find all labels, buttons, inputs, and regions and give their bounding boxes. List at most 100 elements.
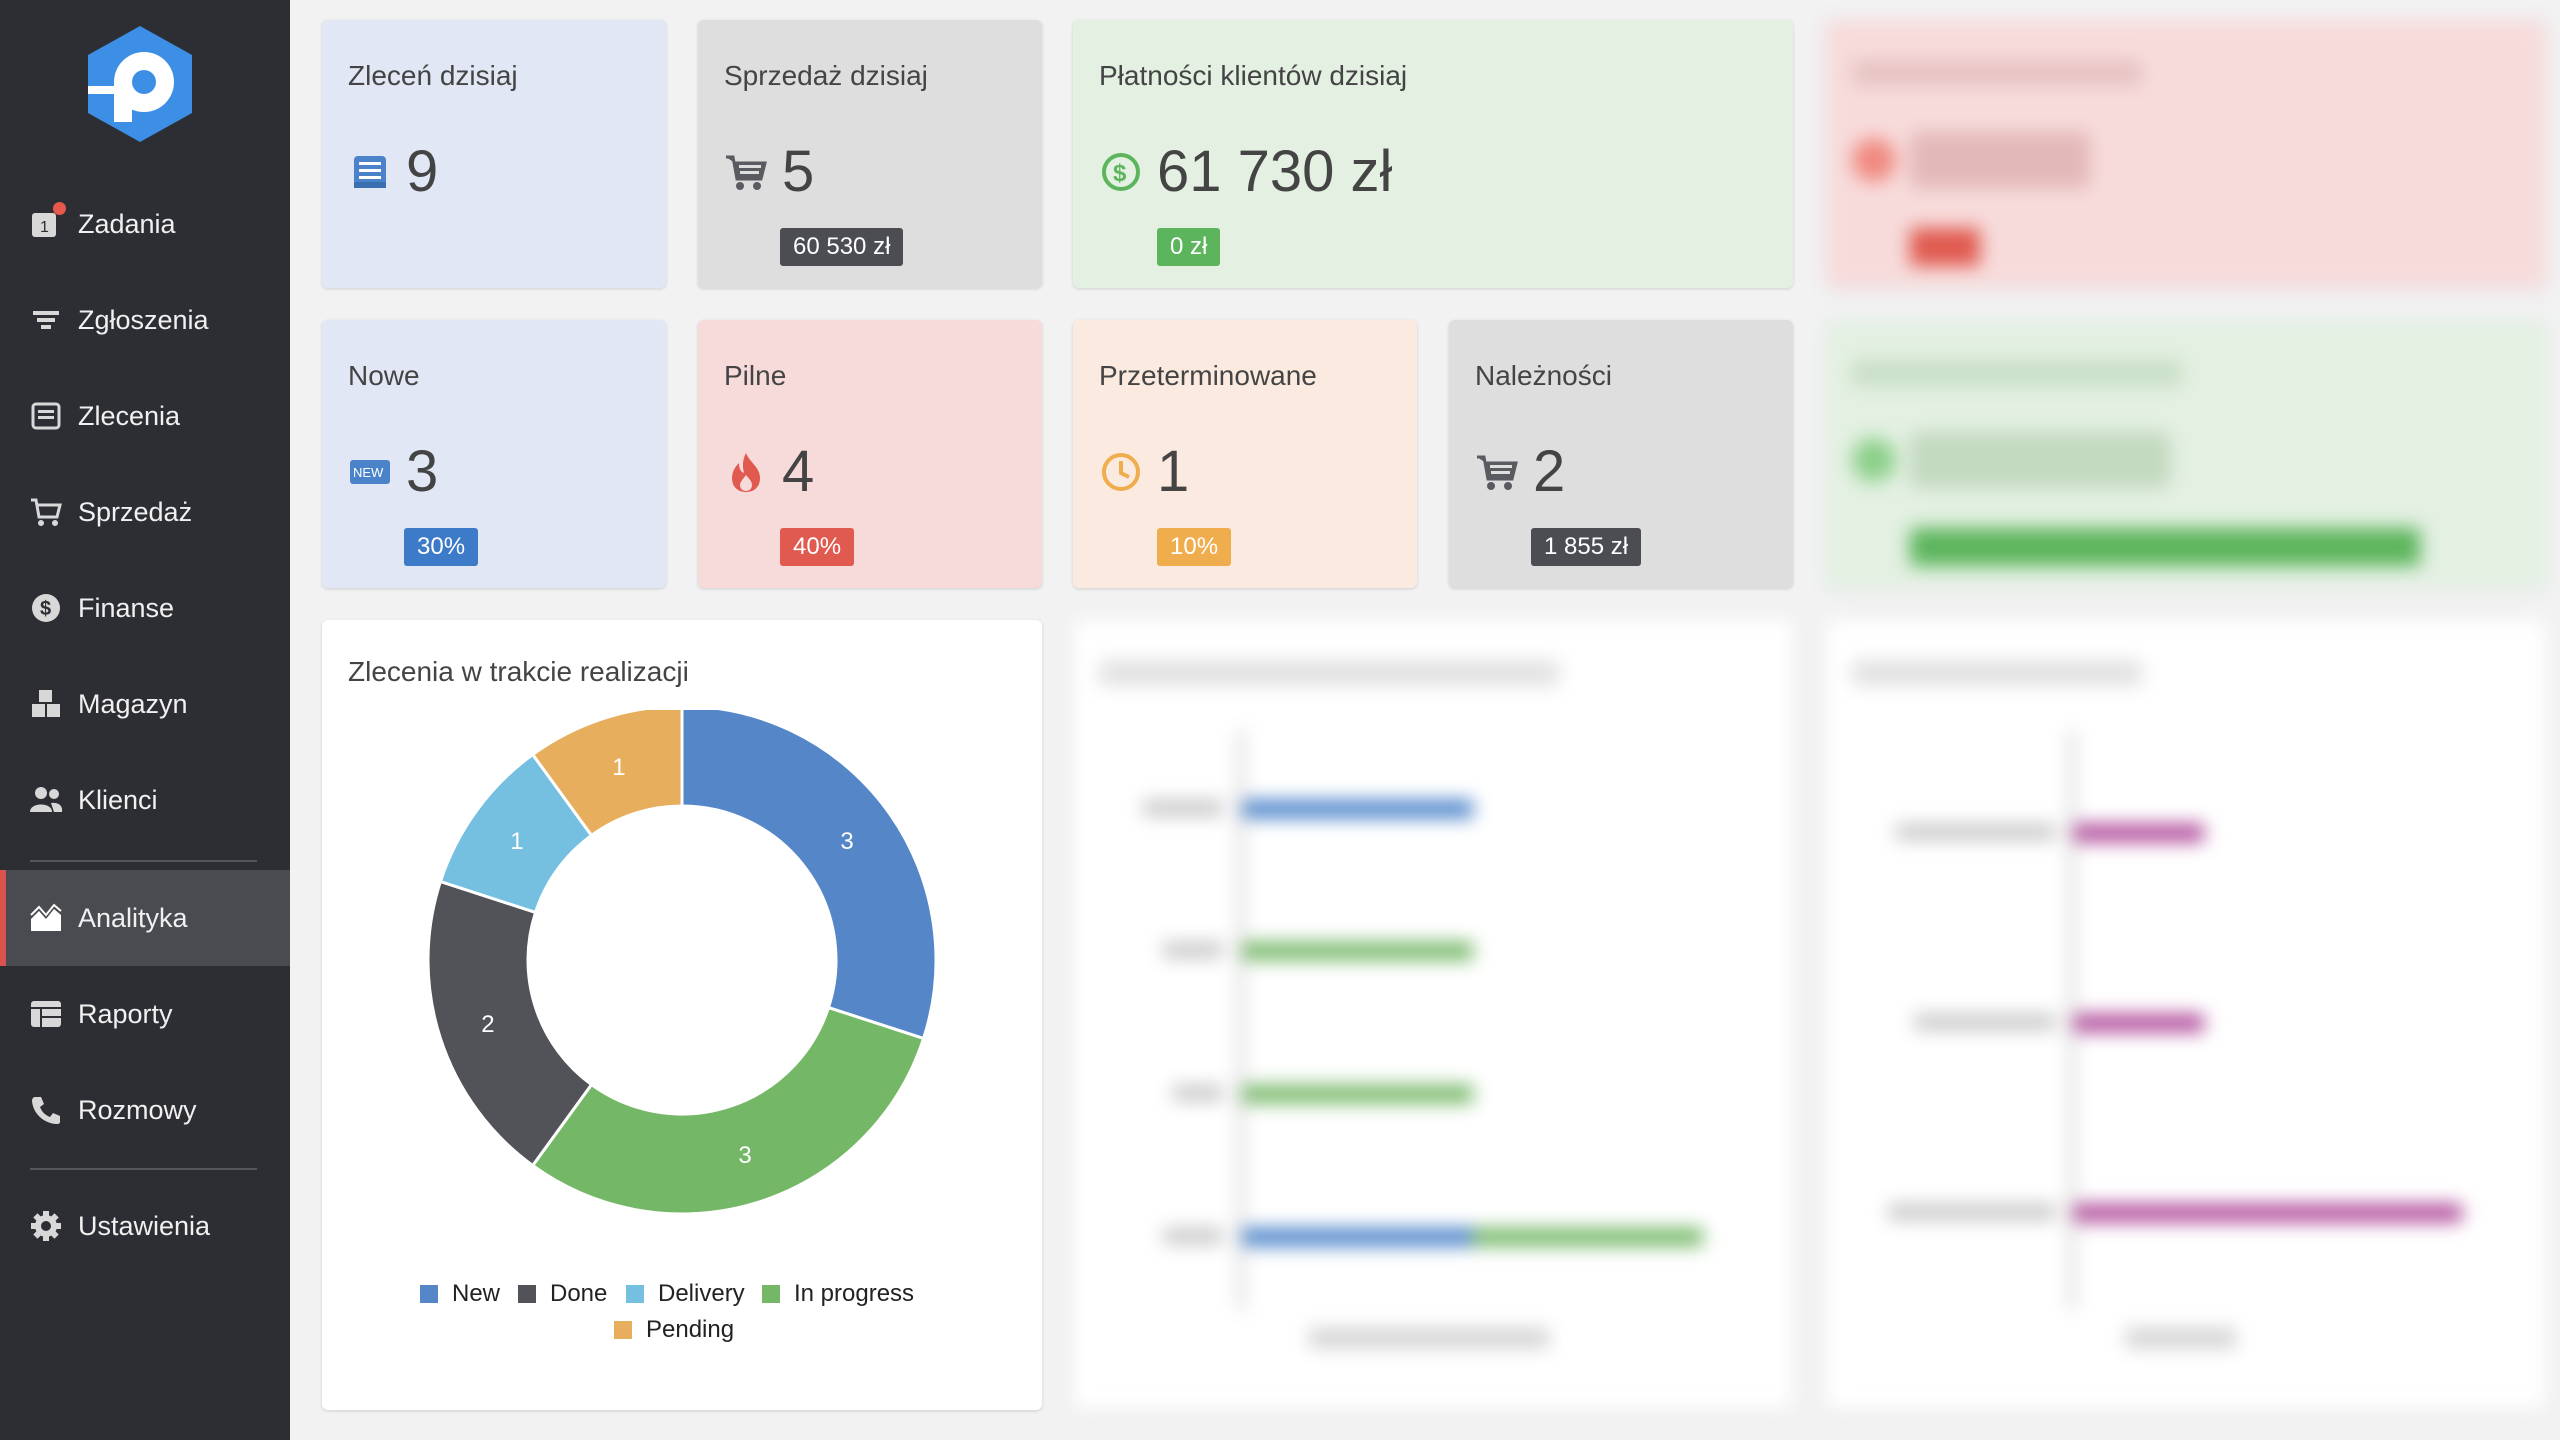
cart-icon xyxy=(1475,450,1519,494)
blurred-label xyxy=(1888,1204,2056,1220)
blurred-icon xyxy=(1852,138,1896,182)
donut-slice-pending[interactable] xyxy=(530,710,684,838)
sidebar-item-klienci[interactable]: Klienci xyxy=(0,752,290,848)
legend-item-in-progress[interactable]: In progress xyxy=(762,1280,914,1308)
card-value: 5 xyxy=(724,138,814,205)
donut-slice-label: 1 xyxy=(510,828,523,855)
card-title: Należności xyxy=(1475,360,1612,391)
blurred-label xyxy=(1143,800,1223,816)
sidebar-item-zadania[interactable]: 1 Zadania xyxy=(0,176,290,272)
card-title: Płatności klientów dzisiaj xyxy=(1099,60,1408,91)
legend-label: Pending xyxy=(646,1316,735,1343)
donut-slice-label: 3 xyxy=(738,1142,751,1169)
dollar-icon: $ xyxy=(28,590,64,626)
card-blurred-mid-right xyxy=(1826,320,2546,588)
blurred-bar xyxy=(1243,1085,1473,1103)
sidebar-item-label: Zgłoszenia xyxy=(78,304,209,335)
legend-label: In progress xyxy=(794,1280,915,1307)
blurred-badge xyxy=(1910,528,2420,566)
sidebar-divider xyxy=(30,1168,257,1170)
card-value: 9 xyxy=(348,138,438,205)
card-title: Nowe xyxy=(348,360,420,391)
phone-icon xyxy=(28,1092,64,1128)
card-title: Sprzedaż dzisiaj xyxy=(724,60,928,91)
blurred-bar xyxy=(2074,824,2204,842)
blurred-axis xyxy=(1239,730,1243,1310)
card-blurred-top-right xyxy=(1826,20,2546,288)
donut-slice-done[interactable] xyxy=(426,879,594,1168)
card-value: 2 xyxy=(1475,438,1565,505)
blurred-legend xyxy=(1309,1328,1549,1348)
urgent-count: 4 xyxy=(782,439,815,504)
sales-today-count: 5 xyxy=(782,139,815,204)
blurred-bar xyxy=(1243,800,1473,818)
legend-label: New xyxy=(452,1280,501,1307)
card-new[interactable]: Nowe NEW 3 30% xyxy=(322,320,666,588)
sidebar: 1 Zadania Zgłoszenia Zlecenia Sprzedaż $… xyxy=(0,0,290,1440)
card-payments-today[interactable]: Płatności klientów dzisiaj $ 61 730 zł 0… xyxy=(1073,20,1793,288)
new-count: 3 xyxy=(406,439,439,504)
overdue-count: 1 xyxy=(1157,439,1190,504)
blurred-icon xyxy=(1852,438,1896,482)
clock-icon xyxy=(1099,450,1143,494)
card-urgent[interactable]: Pilne 4 40% xyxy=(698,320,1042,588)
blurred-bar xyxy=(1243,942,1473,960)
legend-item-done[interactable]: Done xyxy=(518,1280,607,1308)
blurred-bar-chart-panel xyxy=(1073,620,1793,1410)
svg-text:$: $ xyxy=(40,598,51,620)
sidebar-item-sprzedaz[interactable]: Sprzedaż xyxy=(0,464,290,560)
urgent-percent-badge: 40% xyxy=(780,528,855,566)
sidebar-item-raporty[interactable]: Raporty xyxy=(0,966,290,1062)
sidebar-item-ustawienia[interactable]: Ustawienia xyxy=(0,1178,290,1274)
card-sales-today[interactable]: Sprzedaż dzisiaj 5 60 530 zł xyxy=(698,20,1042,288)
sales-today-amount-badge: 60 530 zł xyxy=(780,228,904,266)
sidebar-item-label: Raporty xyxy=(78,998,173,1029)
legend-label: Delivery xyxy=(658,1280,745,1307)
app-logo[interactable] xyxy=(84,24,196,144)
sidebar-item-zgloszenia[interactable]: Zgłoszenia xyxy=(0,272,290,368)
users-icon xyxy=(28,782,64,818)
tasks-badge-number: 1 xyxy=(40,219,49,236)
donut-slice-new[interactable] xyxy=(680,710,938,1041)
blurred-label xyxy=(1914,1014,2056,1030)
blurred-title xyxy=(1852,660,2142,686)
svg-text:$: $ xyxy=(1113,160,1127,187)
legend-item-pending[interactable]: Pending xyxy=(614,1316,734,1344)
sidebar-item-zlecenia[interactable]: Zlecenia xyxy=(0,368,290,464)
boxes-icon xyxy=(28,686,64,722)
payments-today-badge: 0 zł xyxy=(1157,228,1221,266)
blurred-bar-chart-panel-2 xyxy=(1826,620,2546,1410)
blurred-label xyxy=(1896,824,2056,840)
legend-swatch xyxy=(518,1285,536,1303)
sidebar-item-label: Klienci xyxy=(78,784,158,815)
card-value: 4 xyxy=(724,438,814,505)
gear-icon xyxy=(28,1208,64,1244)
legend-swatch xyxy=(614,1321,632,1339)
sidebar-item-finanse[interactable]: $ Finanse xyxy=(0,560,290,656)
sidebar-item-label: Zadania xyxy=(78,208,176,239)
card-orders-today[interactable]: Zleceń dzisiaj 9 xyxy=(322,20,666,288)
sidebar-item-analityka[interactable]: Analityka xyxy=(0,870,290,966)
blurred-bar xyxy=(2074,1204,2462,1222)
card-title: Zleceń dzisiaj xyxy=(348,60,518,91)
sidebar-item-label: Rozmowy xyxy=(78,1094,197,1125)
blurred-bar xyxy=(2074,1014,2204,1032)
new-percent-badge: 30% xyxy=(404,528,479,566)
cart-icon xyxy=(28,494,64,530)
sidebar-item-label: Analityka xyxy=(78,902,188,933)
donut-slice-in-progress[interactable] xyxy=(530,1005,926,1216)
card-overdue[interactable]: Przeterminowane 1 10% xyxy=(1073,320,1417,588)
sidebar-item-magazyn[interactable]: Magazyn xyxy=(0,656,290,752)
sidebar-item-rozmowy[interactable]: Rozmowy xyxy=(0,1062,290,1158)
legend-item-delivery[interactable]: Delivery xyxy=(626,1280,745,1308)
blurred-label xyxy=(1163,1228,1223,1244)
legend-swatch xyxy=(626,1285,644,1303)
blurred-title xyxy=(1852,60,2142,86)
blurred-axis xyxy=(2070,730,2074,1310)
legend-item-new[interactable]: New xyxy=(420,1280,500,1308)
card-receivables[interactable]: Należności 2 1 855 zł xyxy=(1449,320,1793,588)
filter-icon xyxy=(28,302,64,338)
dollar-icon: $ xyxy=(1099,150,1143,194)
overdue-percent-badge: 10% xyxy=(1157,528,1232,566)
